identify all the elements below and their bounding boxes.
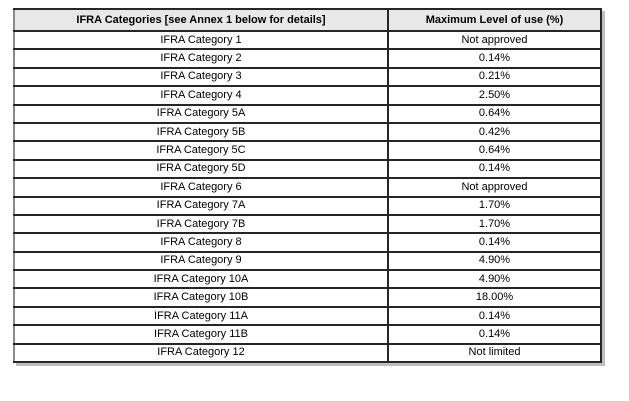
category-cell: IFRA Category 5B [13, 121, 389, 143]
table-row: IFRA Category 11B 0.14% [13, 324, 602, 345]
table-row: IFRA Category 10A 4.90% [13, 269, 602, 290]
max-level-cell: Not limited [387, 342, 602, 364]
table-row: IFRA Category 4 2.50% [13, 85, 602, 106]
category-cell: IFRA Category 6 [13, 177, 389, 198]
category-cell: IFRA Category 11B [13, 324, 389, 345]
max-level-cell: 0.14% [387, 305, 602, 327]
max-level-cell: 18.00% [387, 287, 602, 308]
max-level-cell: Not approved [387, 177, 602, 198]
table-row: IFRA Category 5D 0.14% [13, 158, 602, 180]
table-row: IFRA Category 9 4.90% [13, 250, 602, 272]
table-row: IFRA Category 5B 0.42% [13, 121, 602, 143]
table-header-row: IFRA Categories [see Annex 1 below for d… [13, 8, 602, 32]
max-level-cell: 0.14% [387, 48, 602, 69]
table-row: IFRA Category 1 Not approved [13, 29, 602, 51]
table-body: IFRA Category 1 Not approved IFRA Catego… [13, 29, 602, 364]
category-cell: IFRA Category 10B [13, 287, 389, 308]
max-level-cell: 0.14% [387, 324, 602, 345]
category-cell: IFRA Category 5D [13, 158, 389, 180]
ifra-categories-table: IFRA Categories [see Annex 1 below for d… [13, 8, 602, 364]
category-cell: IFRA Category 7B [13, 213, 389, 235]
category-cell: IFRA Category 3 [13, 66, 389, 88]
table-row: IFRA Category 12 Not limited [13, 342, 602, 364]
category-cell: IFRA Category 2 [13, 48, 389, 69]
category-cell: IFRA Category 7A [13, 195, 389, 216]
category-cell: IFRA Category 1 [13, 29, 389, 51]
max-level-cell: 0.64% [387, 103, 602, 124]
max-level-cell: Not approved [387, 29, 602, 51]
table-row: IFRA Category 3 0.21% [13, 66, 602, 88]
category-cell: IFRA Category 8 [13, 232, 389, 253]
category-cell: IFRA Category 5C [13, 140, 389, 161]
category-cell: IFRA Category 10A [13, 269, 389, 290]
category-cell: IFRA Category 12 [13, 342, 389, 364]
max-level-cell: 0.14% [387, 232, 602, 253]
table-row: IFRA Category 5C 0.64% [13, 140, 602, 161]
max-level-cell: 0.64% [387, 140, 602, 161]
table-row: IFRA Category 2 0.14% [13, 48, 602, 69]
table-row: IFRA Category 6 Not approved [13, 177, 602, 198]
max-level-cell: 4.90% [387, 269, 602, 290]
max-level-cell: 2.50% [387, 85, 602, 106]
category-cell: IFRA Category 11A [13, 305, 389, 327]
header-cell-max-level: Maximum Level of use (%) [387, 8, 602, 32]
max-level-cell: 0.21% [387, 66, 602, 88]
max-level-cell: 1.70% [387, 213, 602, 235]
max-level-cell: 1.70% [387, 195, 602, 216]
max-level-cell: 4.90% [387, 250, 602, 272]
category-cell: IFRA Category 9 [13, 250, 389, 272]
max-level-cell: 0.42% [387, 121, 602, 143]
table-row: IFRA Category 7B 1.70% [13, 213, 602, 235]
table-row: IFRA Category 5A 0.64% [13, 103, 602, 124]
table-row: IFRA Category 10B 18.00% [13, 287, 602, 308]
table-row: IFRA Category 11A 0.14% [13, 305, 602, 327]
max-level-cell: 0.14% [387, 158, 602, 180]
table-row: IFRA Category 7A 1.70% [13, 195, 602, 216]
category-cell: IFRA Category 4 [13, 85, 389, 106]
table-row: IFRA Category 8 0.14% [13, 232, 602, 253]
category-cell: IFRA Category 5A [13, 103, 389, 124]
header-cell-categories: IFRA Categories [see Annex 1 below for d… [13, 8, 389, 32]
